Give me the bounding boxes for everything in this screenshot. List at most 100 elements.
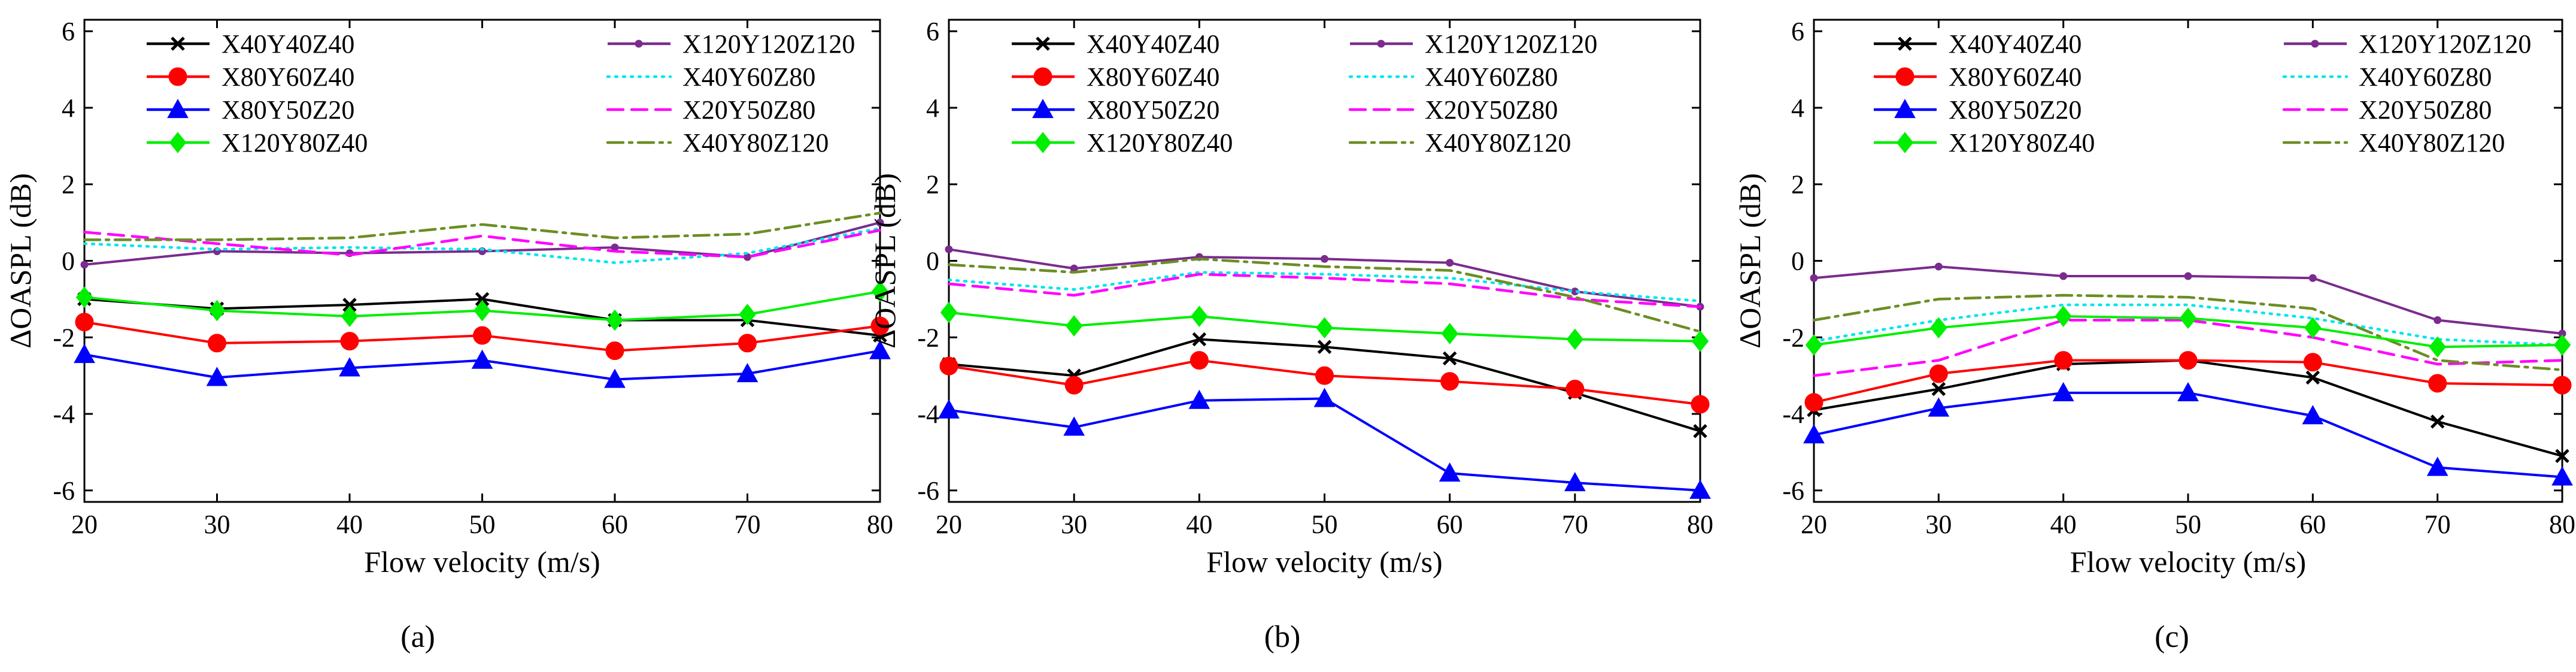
- series-X80Y50Z20: [938, 388, 1711, 499]
- y-axis-label: ΔOASPL (dB): [1733, 173, 1767, 349]
- x-tick-label: 60: [2299, 510, 2326, 539]
- data-point: [208, 334, 226, 353]
- data-point: [2178, 351, 2198, 370]
- x-tick-label: 70: [1562, 510, 1588, 539]
- y-tick-label: -6: [53, 476, 75, 505]
- y-tick-label: -4: [1782, 399, 1804, 429]
- data-point: [738, 334, 757, 353]
- legend-label: X120Y120Z120: [1425, 29, 1597, 59]
- series-X40Y40Z40: [942, 332, 1707, 438]
- legend-marker: [635, 40, 643, 48]
- data-point: [2305, 370, 2320, 385]
- legend-label: X20Y50Z80: [2359, 95, 2492, 125]
- panel-caption: (c): [2155, 620, 2189, 654]
- data-point: [2551, 466, 2573, 486]
- data-point: [341, 305, 359, 327]
- series-line: [947, 273, 1702, 308]
- data-point: [2553, 376, 2572, 395]
- chart-panel-b: 20 30 40 50 60 70 80 -6 -4 -2 0 2 4 6 Flow velocity (m…: [868, 17, 1713, 654]
- legend-label: X120Y80Z40: [1087, 128, 1233, 158]
- data-point: [1313, 388, 1336, 407]
- data-point: [1805, 334, 1823, 356]
- series-X80Y50Z20: [74, 340, 891, 388]
- legend-label: X40Y40Z40: [1949, 29, 2082, 59]
- series-X120Y80Z40: [1805, 305, 2571, 358]
- data-point: [1565, 380, 1585, 399]
- y-tick-label: -4: [53, 399, 75, 429]
- series-X40Y80Z120: [1812, 293, 2564, 371]
- x-tick-label: 50: [469, 510, 496, 539]
- y-tick-label: -2: [53, 323, 75, 352]
- series-line: [83, 229, 882, 259]
- data-point: [2426, 456, 2448, 476]
- data-point: [1316, 317, 1333, 339]
- data-point: [2302, 405, 2324, 425]
- series-X20Y50Z80: [1812, 319, 2564, 377]
- data-point: [1446, 259, 1454, 267]
- y-tick-label: 4: [62, 93, 75, 123]
- data-point: [1188, 389, 1210, 409]
- series-line: [1813, 359, 2563, 458]
- data-point: [2184, 272, 2192, 280]
- y-tick-label: 2: [926, 170, 939, 199]
- data-point: [1065, 315, 1083, 337]
- x-tick-label: 20: [71, 510, 98, 539]
- data-point: [1804, 393, 1823, 412]
- data-point: [1691, 395, 1710, 414]
- data-point: [2428, 374, 2447, 393]
- legend-label: X120Y120Z120: [2359, 29, 2531, 59]
- data-point: [339, 357, 360, 377]
- legend-marker: [168, 67, 187, 86]
- series-X40Y80Z120: [947, 258, 1702, 333]
- y-axis-label: ΔOASPL (dB): [868, 173, 902, 349]
- data-point: [2308, 274, 2317, 282]
- series-line: [1812, 319, 2564, 377]
- plot-frame: [1813, 19, 2563, 503]
- legend-marker: [1034, 132, 1052, 153]
- data-point: [1928, 397, 1950, 417]
- panel-caption: (a): [400, 620, 435, 654]
- data-point: [871, 280, 889, 302]
- legend-label: X20Y50Z80: [1425, 95, 1558, 125]
- series-line: [83, 211, 882, 241]
- series-X120Y80Z40: [75, 280, 889, 331]
- x-axis-label: Flow velocity (m/s): [364, 545, 600, 579]
- legend-label: X80Y50Z20: [1087, 95, 1219, 125]
- data-point: [206, 367, 228, 386]
- legend-marker: [169, 132, 187, 153]
- legend-label: X40Y60Z80: [2359, 62, 2492, 92]
- data-point: [2059, 272, 2068, 280]
- x-tick-label: 70: [735, 510, 761, 539]
- data-point: [736, 362, 758, 383]
- legend-label: X120Y120Z120: [682, 29, 855, 59]
- data-point: [1931, 382, 1946, 396]
- legend-label: X20Y50Z80: [682, 95, 815, 125]
- data-point: [2179, 307, 2197, 329]
- legend-marker: [1894, 98, 1916, 119]
- data-point: [739, 304, 756, 325]
- series-line: [1812, 293, 2564, 371]
- y-tick-label: 2: [1791, 170, 1804, 199]
- data-point: [1566, 328, 1584, 350]
- data-point: [1191, 305, 1208, 327]
- x-tick-label: 80: [2549, 510, 2575, 539]
- legend-label: X80Y60Z40: [1949, 62, 2082, 92]
- x-axis-label: Flow velocity (m/s): [2070, 545, 2306, 579]
- legend-label: X120Y80Z40: [222, 128, 368, 158]
- data-point: [2555, 449, 2569, 464]
- legend-label: X40Y80Z120: [1425, 128, 1571, 158]
- series-X40Y80Z120: [83, 211, 882, 241]
- x-tick-label: 60: [1437, 510, 1463, 539]
- y-tick-label: 4: [1791, 93, 1804, 123]
- y-tick-label: 0: [62, 247, 75, 276]
- panel-caption: (b): [1264, 620, 1301, 654]
- x-tick-label: 60: [602, 510, 628, 539]
- data-point: [474, 299, 491, 322]
- series-X40Y40Z40: [1807, 353, 2569, 464]
- legend-label: X80Y50Z20: [1949, 95, 2082, 125]
- series-line: [83, 226, 882, 264]
- data-point: [1442, 351, 1457, 366]
- data-point: [2303, 353, 2322, 372]
- series-X120Y120Z120: [80, 219, 884, 269]
